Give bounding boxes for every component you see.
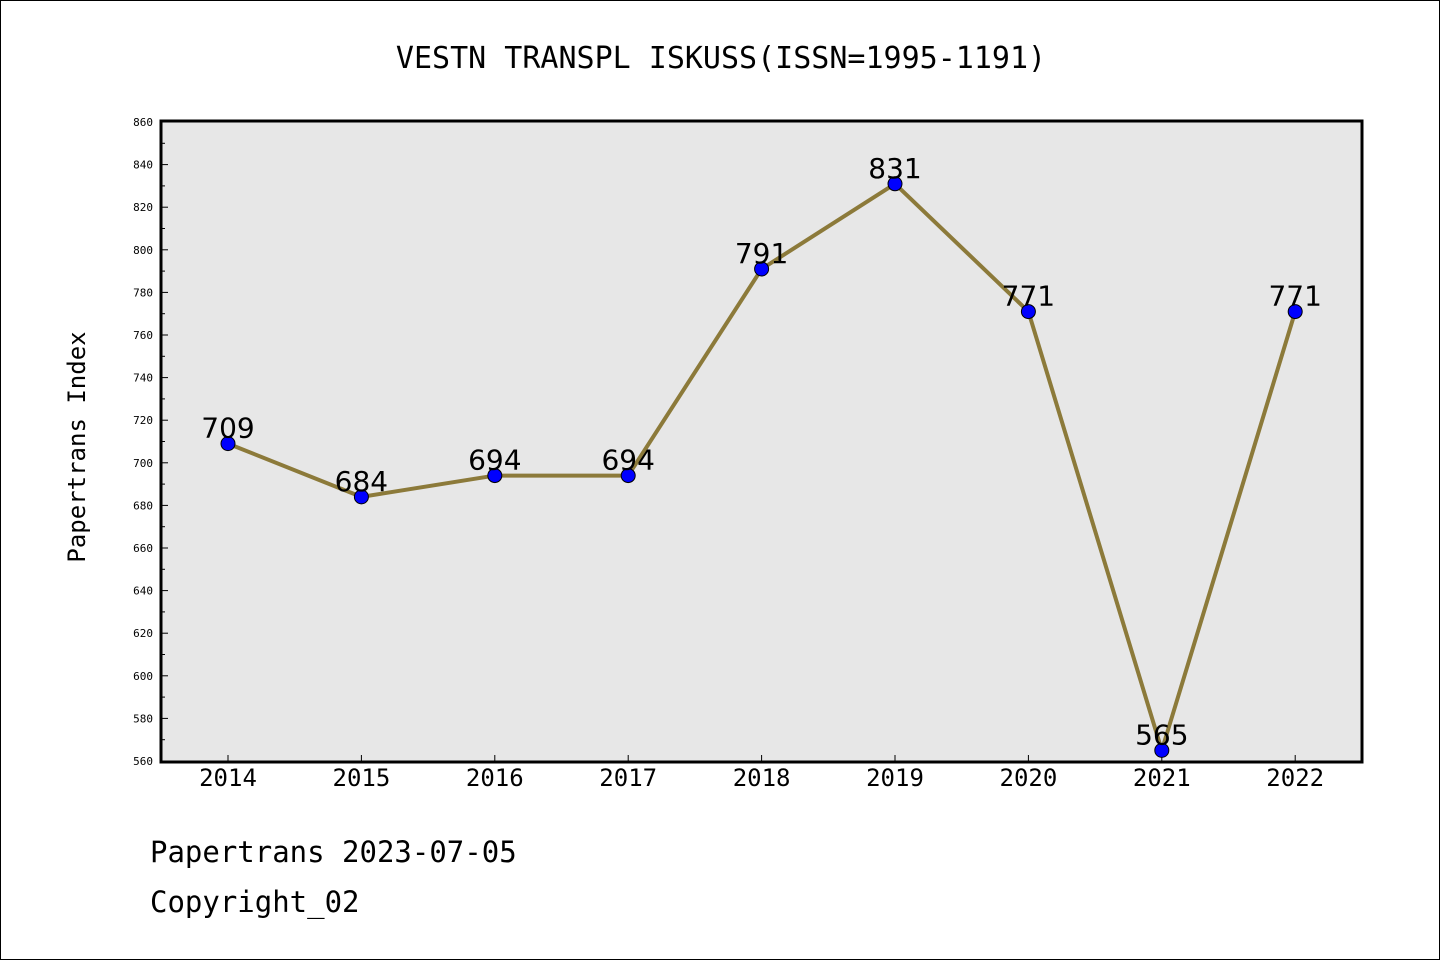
chart-title: VESTN TRANSPL ISKUSS(ISSN=1995-1191) (396, 41, 1046, 76)
data-point (1287, 304, 1303, 320)
y-tick-label: 820 (133, 201, 153, 214)
marker-group (220, 176, 1303, 758)
data-label: 791 (735, 237, 788, 270)
x-tick-label: 2015 (333, 764, 391, 792)
y-tick-label: 560 (133, 755, 153, 768)
y-tick-label: 720 (133, 414, 153, 427)
data-label: 771 (1002, 280, 1055, 313)
data-point (754, 261, 770, 277)
plot-frame (159, 119, 1364, 764)
x-tick-label: 2020 (1000, 764, 1058, 792)
y-tick-label: 620 (133, 627, 153, 640)
x-tick-label: 2021 (1133, 764, 1191, 792)
x-tick-label: 2014 (199, 764, 257, 792)
x-tick-label: 2017 (599, 764, 657, 792)
data-point (1020, 304, 1036, 320)
data-label: 694 (601, 444, 654, 477)
x-tick-label: 2016 (466, 764, 524, 792)
y-tick-label: 800 (133, 244, 153, 257)
y-tick-label: 740 (133, 372, 153, 385)
y-tick-label: 760 (133, 329, 153, 342)
footer-date: Papertrans 2023-07-05 (150, 835, 517, 869)
plot-area (161, 121, 1362, 762)
y-axis: 560 580 600 620 640 660 680 700 720 740 760 780 800 8… (133, 116, 168, 768)
data-point (487, 468, 503, 484)
data-label: 565 (1135, 718, 1188, 751)
y-tick-label: 780 (133, 286, 153, 299)
y-tick-label: 840 (133, 159, 153, 172)
x-tick-label: 2022 (1266, 764, 1324, 792)
y-tick-label: 700 (133, 457, 153, 470)
data-point (220, 436, 236, 452)
y-axis-label: Papertrans Index (63, 331, 91, 562)
x-tick-label: 2019 (866, 764, 924, 792)
x-tick-label: 2018 (733, 764, 791, 792)
data-point (353, 489, 369, 505)
data-label: 771 (1268, 280, 1321, 313)
footer-copyright: Copyright_02 (150, 885, 360, 919)
data-label: 694 (468, 444, 521, 477)
y-tick-label: 660 (133, 542, 153, 555)
data-label: 709 (201, 412, 254, 445)
data-label: 831 (868, 152, 921, 185)
x-axis: 2014 2015 2016 2017 2018 2019 2020 2021 2022 (199, 755, 1324, 792)
y-tick-label: 600 (133, 670, 153, 683)
data-point (1154, 742, 1170, 758)
data-label-group: 709 684 694 694 791 831 771 565 771 (201, 152, 1322, 752)
y-tick-label: 680 (133, 499, 153, 512)
y-tick-label: 640 (133, 585, 153, 598)
data-point (887, 176, 903, 192)
y-tick-label: 860 (133, 116, 153, 129)
y-tick-label: 580 (133, 712, 153, 725)
data-point (620, 468, 636, 484)
data-label: 684 (335, 465, 388, 498)
